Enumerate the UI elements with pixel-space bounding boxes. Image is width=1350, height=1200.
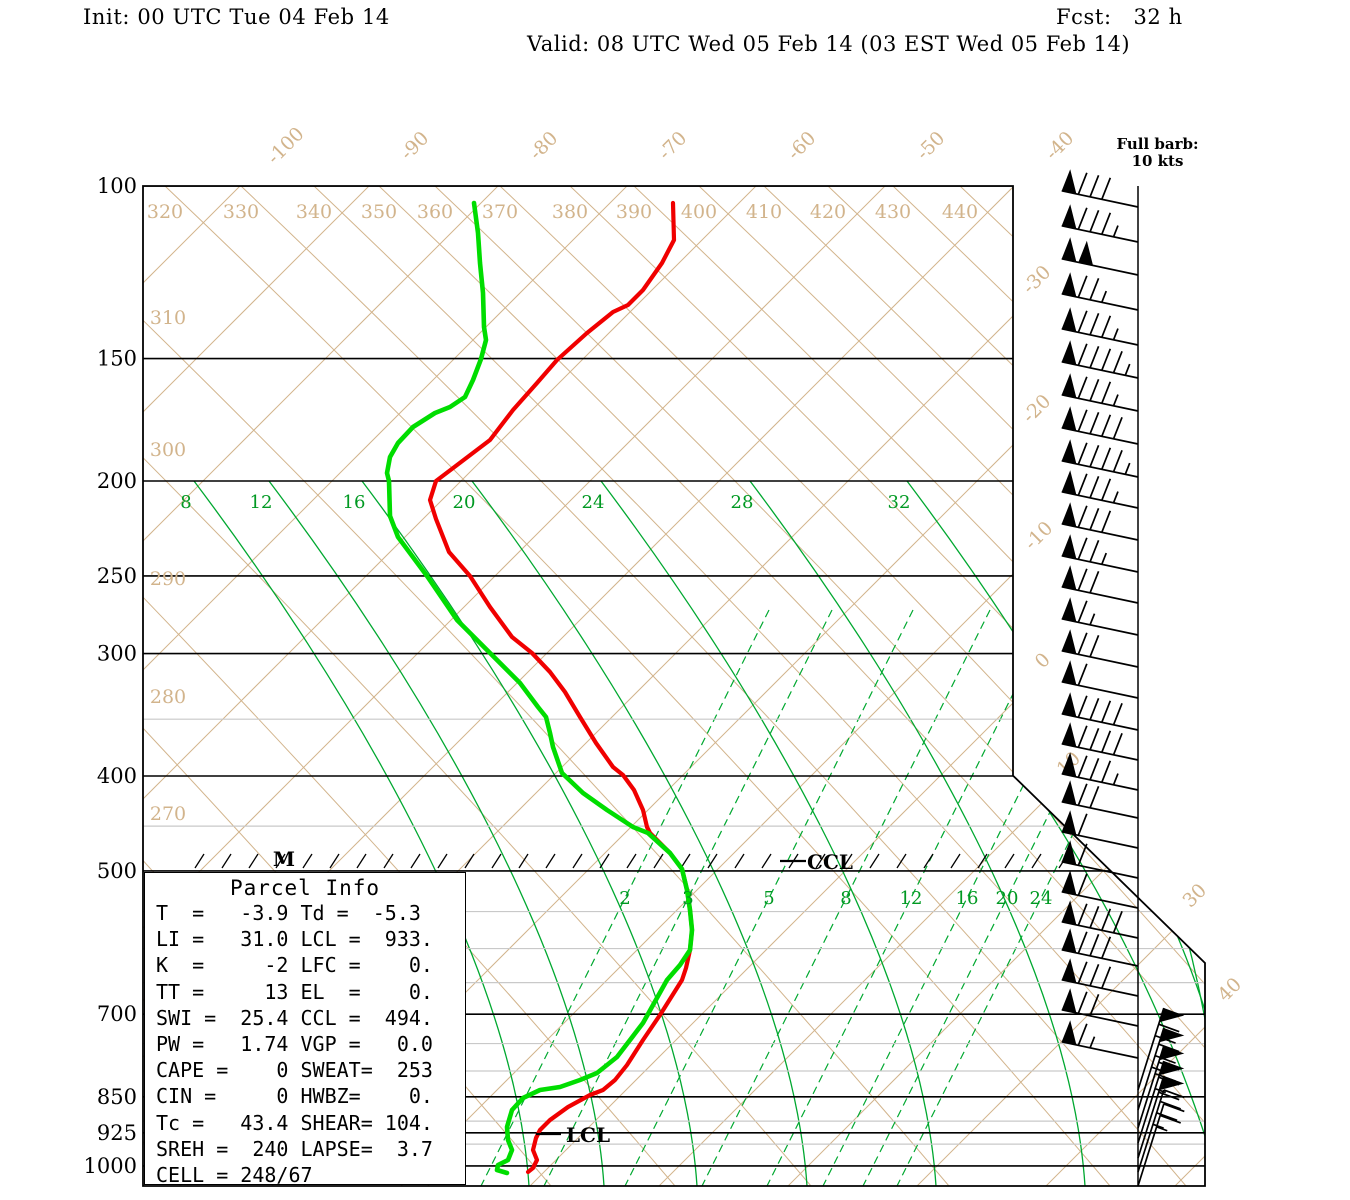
dry-adiabat-label: 360 [417,201,453,223]
pressure-label: 500 [97,859,137,883]
dry-adiabat-label: 290 [150,568,186,590]
init-time-label: Init: 00 UTC Tue 04 Feb 14 [83,5,390,29]
dry-adiabat-label: 440 [942,201,978,223]
isotherm-label-right: 40 [1213,973,1246,1006]
mixing-ratio-label: 5 [763,888,774,909]
moist-adiabat-label: 32 [888,492,911,513]
dry-adiabat-label: 420 [810,201,846,223]
dry-adiabat-label: 390 [616,201,652,223]
parcel-row: T = -3.9 Td = -5.3 [156,901,421,925]
parcel-info-panel: Parcel Info T = -3.9 Td = -5.3 LI = 31.0… [144,872,466,1187]
barb-legend-line1: Full barb: [1116,135,1199,153]
mixing-ratio-label: 2 [619,888,630,909]
wind-barb-legend: Full barb: 10 kts [1095,136,1220,170]
mixing-ratio-label: 20 [996,888,1019,909]
dry-adiabat-label: 430 [875,201,911,223]
isotherm-label-top: -50 [912,127,949,164]
parcel-row: CIN = 0 HWBZ= 0. [156,1084,433,1109]
isotherm-label-right: -20 [1018,390,1055,427]
isotherm-label-top: -40 [1041,127,1078,164]
dry-adiabat-label: 310 [150,307,186,329]
parcel-row: TT = 13 EL = 0. [156,979,433,1004]
pressure-label: 100 [97,174,137,198]
moist-adiabat-label: 20 [453,492,476,513]
isotherm-label-top: -90 [396,127,433,164]
pressure-label: 400 [97,764,137,788]
mixing-ratio-label: 3 [682,888,693,909]
dry-adiabat-label: 330 [223,201,259,223]
dry-adiabat-label: 350 [361,201,397,223]
parcel-row: CELL = 248/67 [156,1162,313,1187]
mixing-ratio-label: 24 [1030,888,1053,909]
pressure-label: 1000 [84,1154,137,1178]
barb-legend-line2: 10 kts [1131,152,1184,170]
height-tick-marks [194,853,1069,869]
isotherm-label-top: -70 [654,127,691,164]
moist-adiabat-label: 24 [582,492,605,513]
isotherm-label-top: -60 [783,127,820,164]
mixing-ratio-lines [480,609,1186,1186]
dry-adiabat-label: 380 [552,201,588,223]
temperature-curve [427,200,695,1175]
dry-adiabat-label: 340 [296,201,332,223]
parcel-row: PW = 1.74 VGP = 0.0 [156,1031,433,1056]
isotherm-label-right: 0 [1031,649,1055,673]
dry-adiabat-label: 410 [746,201,782,223]
dry-adiabat-label: 300 [150,439,186,461]
moist-adiabat-label: 8 [180,492,191,513]
parcel-row: CAPE = 0 SWEAT= 253 [156,1058,433,1083]
pressure-label: 150 [97,347,137,371]
isotherm-label-top: -100 [263,123,309,169]
moist-adiabat-label: 28 [731,492,754,513]
parcel-row: LI = 31.0 LCL = 933. [156,927,433,952]
forecast-hour-label: Fcst: 32 h [1056,5,1183,29]
isotherm-label-right: 30 [1178,879,1211,912]
pressure-label: 250 [97,564,137,588]
dry-adiabat-label: 320 [147,201,183,223]
dry-adiabat-label: 370 [482,201,518,223]
pressure-label: 700 [97,1002,137,1026]
moist-adiabat-label: 12 [250,492,273,513]
dewpoint-curve [384,200,695,1176]
isotherm-label-right: -10 [1020,517,1057,554]
mixing-ratio-label: 16 [956,888,979,909]
isotherm-label-top: -80 [525,127,562,164]
pressure-label: 300 [97,642,137,666]
isotherm-label-right: -30 [1018,261,1055,298]
ccl-marker-label: CCL [807,850,853,874]
parcel-row: Tc = 43.4 SHEAR= 104. [156,1110,433,1135]
parcel-info-title: Parcel Info [229,876,381,900]
pressure-label: 850 [97,1085,137,1109]
parcel-row: SWI = 25.4 CCL = 494. [156,1005,433,1030]
lcl-marker-label: LCL [566,1123,610,1147]
moist-adiabat-label: 16 [343,492,366,513]
mid-level-marker: M [273,847,295,871]
mixing-ratio-label: 12 [900,888,923,909]
dry-adiabat-label: 400 [681,201,717,223]
plot-border [142,185,1206,1187]
pressure-label: 925 [97,1121,137,1145]
parcel-row: SREH = 240 LAPSE= 3.7 [156,1136,433,1161]
pressure-label: 200 [97,469,137,493]
mixing-ratio-label: 8 [840,888,851,909]
parcel-row: K = -2 LFC = 0. [156,953,433,978]
dry-adiabat-label: 270 [150,803,186,825]
wind-barbs [1061,169,1185,1187]
valid-time-label: Valid: 08 UTC Wed 05 Feb 14 (03 EST Wed … [527,32,1131,56]
dry-adiabat-label: 280 [150,686,186,708]
